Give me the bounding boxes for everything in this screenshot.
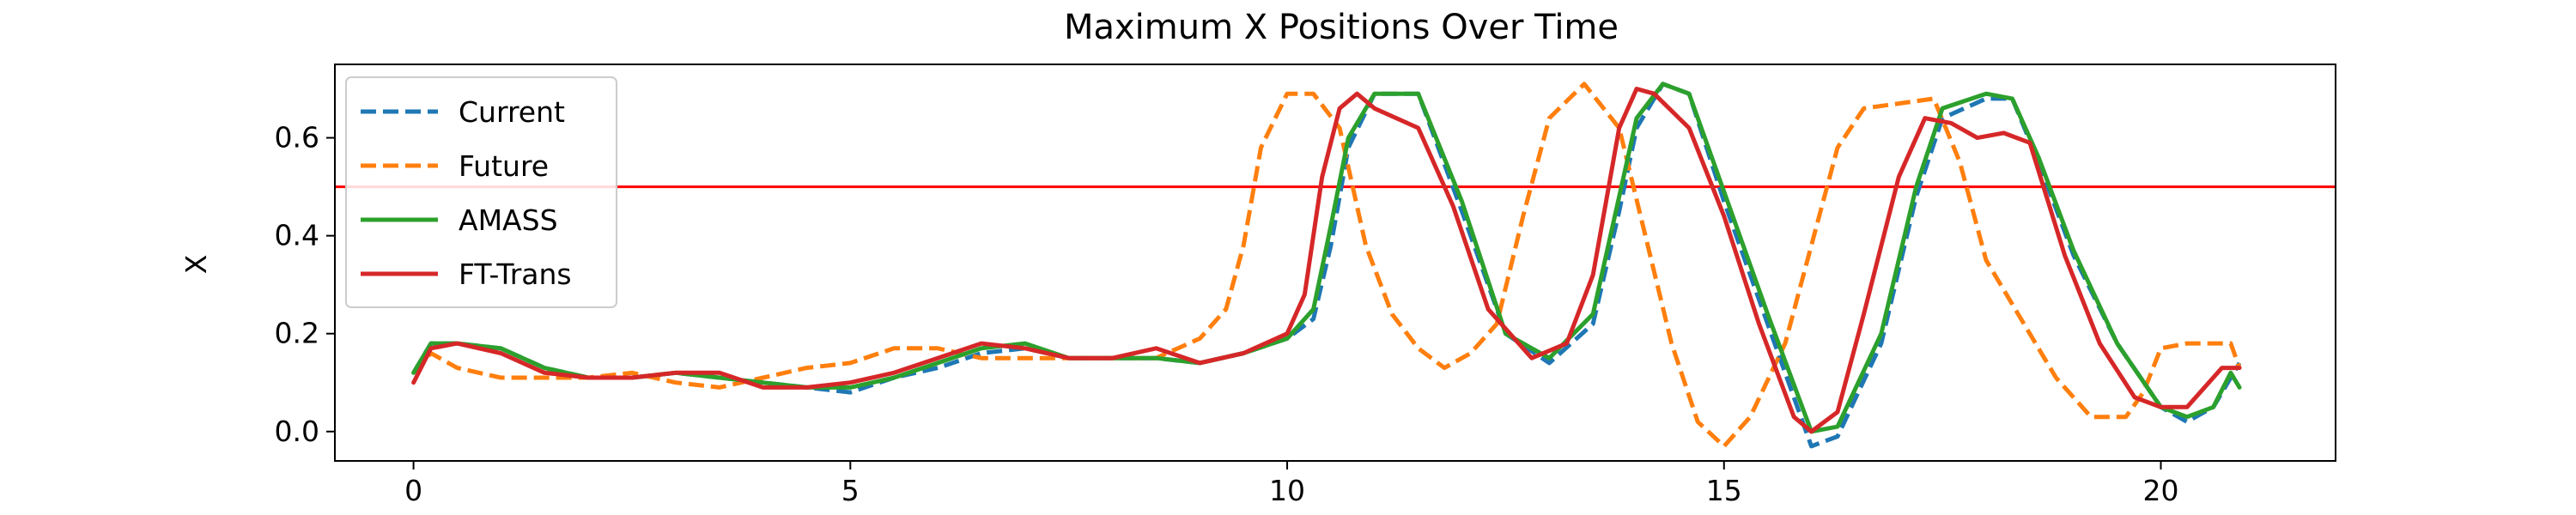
- series-line-ft-trans: [411, 87, 2242, 434]
- series-line-amass: [411, 82, 2242, 434]
- x-tick-label: 15: [1706, 474, 1742, 507]
- plot-frame: [334, 64, 2336, 462]
- series-line-current: [411, 82, 2242, 449]
- legend-label: Current: [459, 95, 565, 129]
- x-tick-label: 20: [2143, 474, 2179, 507]
- legend-box: [345, 76, 617, 308]
- x-tick-label: 10: [1269, 474, 1305, 507]
- legend: Current Future AMASS FT-Trans: [345, 76, 617, 308]
- legend-label: Future: [459, 149, 549, 183]
- x-tick-label: 5: [841, 474, 860, 507]
- y-tick-label: 0.6: [275, 121, 319, 154]
- y-axis-label: X: [179, 255, 213, 275]
- chart-title: Maximum X Positions Over Time: [1064, 8, 1619, 47]
- legend-label: AMASS: [459, 203, 558, 237]
- y-tick-label: 0.0: [275, 415, 319, 448]
- legend-label: FT-Trans: [459, 258, 572, 291]
- plot-area: [335, 82, 2336, 449]
- series-line-future: [411, 82, 2242, 449]
- y-tick-label: 0.4: [275, 219, 319, 252]
- x-tick-label: 0: [404, 474, 422, 507]
- y-tick-label: 0.2: [275, 317, 319, 350]
